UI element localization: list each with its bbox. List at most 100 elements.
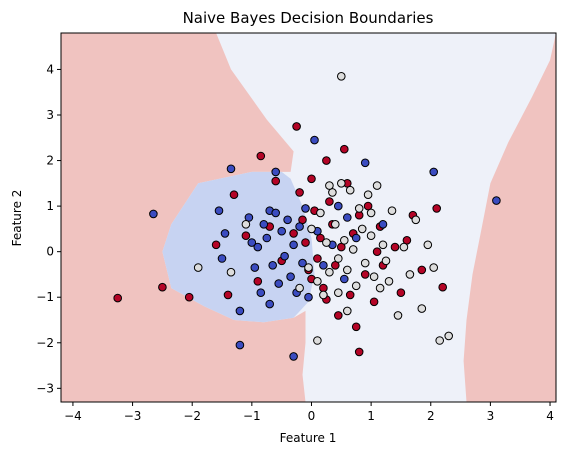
point-red — [346, 291, 354, 299]
point-white — [418, 305, 426, 313]
point-red — [352, 323, 360, 331]
y-axis-label: Feature 2 — [10, 190, 24, 247]
point-blue — [236, 341, 244, 349]
y-tick-label: 4 — [46, 62, 54, 76]
point-blue — [251, 264, 259, 272]
point-red — [114, 294, 122, 302]
point-red — [254, 278, 262, 286]
point-white — [385, 278, 393, 286]
point-blue — [221, 230, 229, 238]
point-blue — [218, 255, 226, 263]
point-blue — [236, 307, 244, 315]
point-white — [320, 291, 328, 299]
point-white — [424, 241, 432, 249]
point-white — [394, 312, 402, 320]
point-white — [376, 284, 384, 292]
x-tick-label: 1 — [367, 409, 375, 423]
point-white — [305, 264, 313, 272]
point-blue — [272, 209, 280, 217]
point-white — [338, 73, 346, 81]
point-blue — [215, 207, 223, 215]
point-white — [436, 337, 444, 345]
point-white — [400, 243, 408, 251]
point-white — [227, 268, 235, 276]
x-tick-label: 3 — [487, 409, 495, 423]
x-tick-label: 2 — [427, 409, 435, 423]
point-red — [242, 232, 250, 240]
point-red — [308, 175, 316, 183]
point-blue — [296, 223, 304, 231]
point-white — [379, 241, 387, 249]
point-white — [341, 237, 349, 245]
point-blue — [257, 289, 265, 297]
point-red — [439, 283, 447, 291]
point-red — [212, 241, 220, 249]
point-blue — [341, 275, 349, 283]
point-blue — [275, 280, 283, 288]
point-white — [355, 205, 363, 213]
point-white — [445, 332, 453, 340]
y-tick-label: −1 — [36, 290, 54, 304]
point-white — [335, 289, 343, 297]
point-blue — [302, 205, 310, 213]
point-blue — [150, 210, 158, 218]
point-blue — [260, 221, 268, 229]
x-tick-label: −1 — [243, 409, 261, 423]
point-blue — [278, 227, 286, 235]
point-white — [296, 284, 304, 292]
point-white — [344, 266, 352, 274]
point-white — [367, 232, 375, 240]
point-blue — [361, 159, 369, 167]
point-white — [412, 216, 420, 224]
point-white — [382, 257, 390, 265]
point-white — [430, 264, 438, 272]
y-tick-label: 2 — [46, 154, 54, 168]
point-red — [370, 298, 378, 306]
y-tick-label: −2 — [36, 336, 54, 350]
point-blue — [290, 241, 298, 249]
point-white — [406, 271, 414, 279]
point-white — [367, 209, 375, 217]
point-red — [373, 248, 381, 256]
point-red — [185, 293, 193, 301]
x-tick-label: −3 — [124, 409, 142, 423]
point-blue — [254, 243, 262, 251]
x-tick-label: 0 — [308, 409, 316, 423]
point-blue — [284, 216, 292, 224]
y-tick-label: 0 — [46, 245, 54, 259]
point-white — [326, 268, 334, 276]
point-blue — [335, 202, 343, 210]
point-white — [326, 182, 334, 190]
point-blue — [320, 262, 328, 270]
point-blue — [287, 273, 295, 281]
point-blue — [352, 234, 360, 242]
point-blue — [269, 262, 277, 270]
point-blue — [227, 165, 235, 173]
point-red — [361, 271, 369, 279]
point-red — [335, 312, 343, 320]
point-red — [257, 152, 265, 160]
point-blue — [281, 252, 289, 260]
x-axis-label: Feature 1 — [280, 431, 337, 445]
point-white — [194, 264, 202, 272]
x-tick-label: −2 — [183, 409, 201, 423]
x-axis-ticks: −4 −3 −2 −1 0 1 2 3 4 — [64, 402, 554, 423]
x-tick-label: −4 — [64, 409, 82, 423]
point-red — [296, 189, 304, 197]
y-axis-ticks: −3 −2 −1 0 1 2 3 4 — [36, 62, 61, 395]
point-red — [323, 157, 331, 165]
point-white — [335, 255, 343, 263]
point-white — [242, 221, 250, 229]
point-red — [230, 191, 238, 199]
y-tick-label: 1 — [46, 199, 54, 213]
point-blue — [379, 221, 387, 229]
decision-regions — [61, 33, 556, 402]
point-red — [391, 243, 399, 251]
point-blue — [493, 197, 501, 205]
point-red — [272, 177, 280, 185]
point-red — [433, 205, 441, 213]
y-tick-label: −3 — [36, 381, 54, 395]
chart-title: Naive Bayes Decision Boundaries — [183, 9, 434, 27]
point-blue — [311, 136, 319, 144]
